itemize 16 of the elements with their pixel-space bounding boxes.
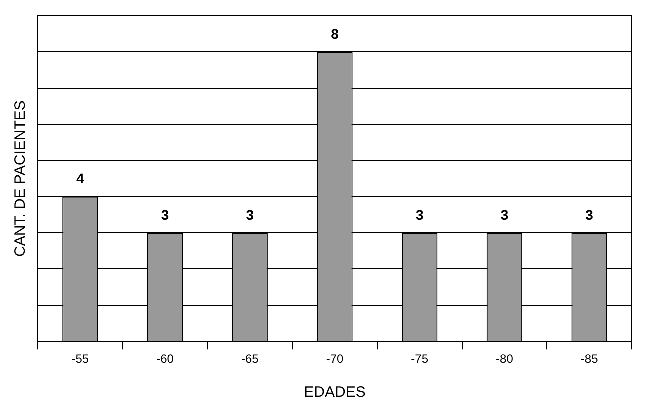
data-label: 3: [500, 206, 509, 223]
data-label: 3: [246, 206, 254, 223]
x-tick-label: -75: [411, 352, 429, 366]
x-tick-label: -70: [326, 352, 344, 366]
data-label: 8: [331, 26, 340, 42]
x-axis-title: EDADES: [304, 384, 366, 402]
data-label: 3: [586, 206, 594, 223]
x-tick-label: -80: [496, 352, 514, 366]
x-tick-label: -55: [72, 352, 90, 366]
x-tick-label: -60: [156, 352, 174, 366]
data-label: 3: [161, 206, 170, 223]
x-tick-label: -65: [241, 352, 260, 366]
x-tick-label: -85: [580, 352, 599, 366]
y-axis-title: CANT. DE PACIENTES: [12, 100, 30, 258]
data-label: 4: [76, 170, 85, 187]
data-label: 3: [416, 206, 424, 223]
